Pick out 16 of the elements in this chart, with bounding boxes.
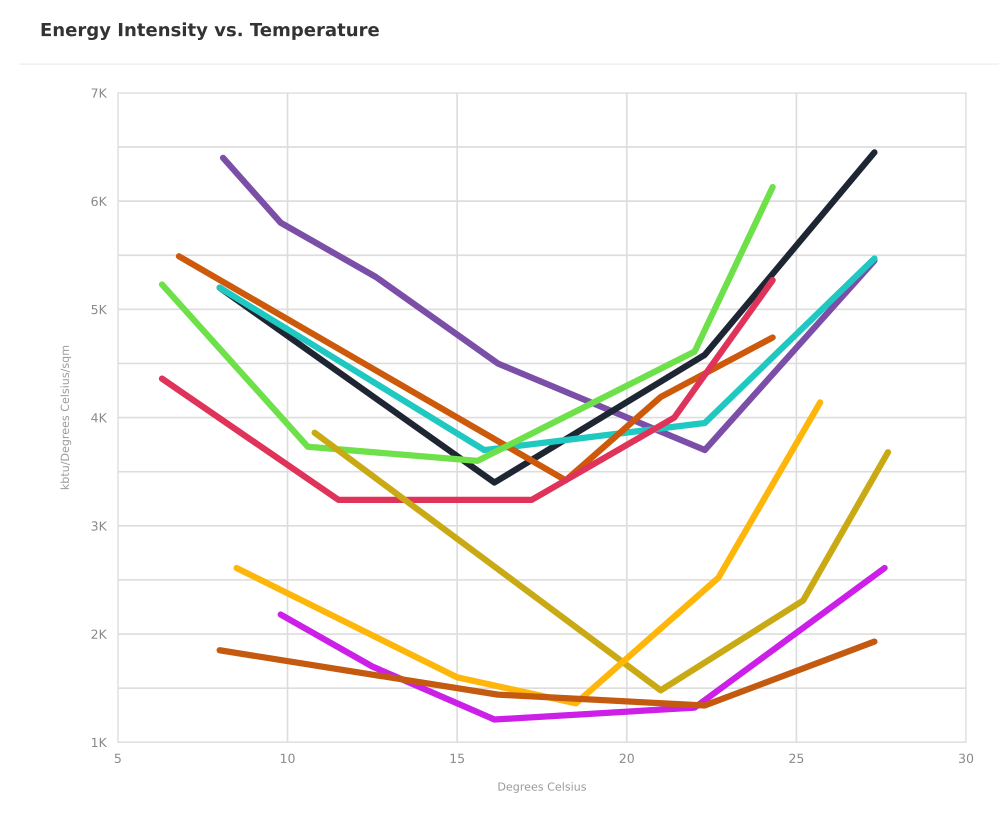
x-tick-label: 30 [959, 754, 974, 764]
y-tick-label: 1K [92, 738, 108, 748]
y-tick-label: 5K [92, 304, 108, 314]
x-tick-label: 15 [450, 754, 464, 764]
x-tick-label: 5 [114, 754, 121, 764]
x-tick-label: 25 [789, 754, 804, 764]
y-tick-label: 7K [92, 88, 108, 98]
x-axis-title: Degrees Celsius [498, 782, 586, 793]
y-tick-label: 6K [91, 196, 108, 206]
y-tick-label: 2K [92, 630, 108, 639]
chart-title: Energy Intensity vs. Temperature [42, 22, 379, 40]
y-tick-label: 4K [91, 413, 108, 422]
y-tick-label: 3K [92, 521, 108, 531]
y-axis-title: kbtu/Degrees Celsius/sqm [60, 346, 72, 490]
x-tick-label: 10 [280, 754, 295, 764]
x-tick-label: 20 [620, 754, 634, 764]
